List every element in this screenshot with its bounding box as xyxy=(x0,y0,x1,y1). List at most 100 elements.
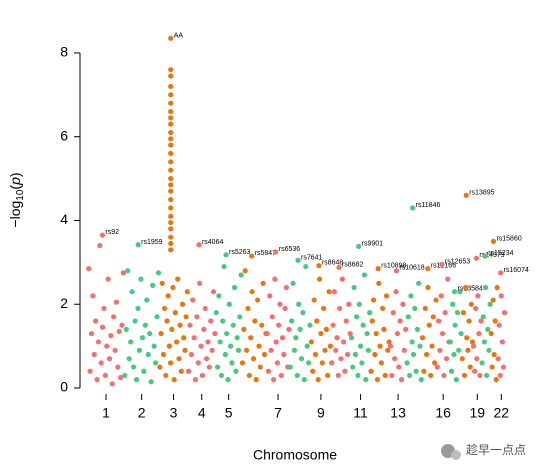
snp-point xyxy=(164,318,170,324)
snp-point xyxy=(214,364,221,370)
snp-point xyxy=(311,297,317,303)
snp-point xyxy=(115,364,121,370)
snp-point xyxy=(221,263,227,270)
snp-point xyxy=(294,372,300,379)
hit-point xyxy=(375,266,381,272)
snp-point xyxy=(439,330,446,337)
snp-point xyxy=(94,377,100,383)
watermark: 趁早一点点 xyxy=(466,443,526,457)
snp-point xyxy=(260,280,266,286)
snp-point xyxy=(443,356,450,362)
snp-point xyxy=(168,83,174,90)
snp-point xyxy=(494,284,500,291)
hit-point xyxy=(463,192,469,198)
snp-point xyxy=(454,310,461,316)
snp-point xyxy=(452,322,458,328)
snp-point xyxy=(469,339,476,345)
snp-point xyxy=(450,301,456,307)
snp-point xyxy=(403,326,409,332)
snp-point xyxy=(428,372,434,379)
snp-point xyxy=(383,293,390,299)
snp-point xyxy=(160,351,167,358)
snp-point xyxy=(296,301,302,307)
snp-point xyxy=(168,115,174,121)
snp-point xyxy=(436,318,442,324)
hit-label: rs6536 xyxy=(279,246,301,253)
hit-label: rs8648 xyxy=(322,260,344,267)
snp-point xyxy=(201,326,207,332)
snp-point xyxy=(466,318,472,324)
hit-point xyxy=(497,270,504,276)
snp-point xyxy=(394,330,400,337)
snp-point xyxy=(434,364,440,370)
snp-point xyxy=(229,360,235,366)
snp-point xyxy=(168,234,174,240)
snp-point xyxy=(168,182,174,188)
snp-point xyxy=(481,339,487,345)
snp-point xyxy=(426,322,432,328)
snp-point xyxy=(335,372,341,379)
snp-point xyxy=(458,330,464,337)
snp-point xyxy=(464,335,470,341)
snp-point xyxy=(169,326,175,332)
snp-point xyxy=(290,280,296,286)
snp-point xyxy=(437,347,443,353)
snp-point xyxy=(231,284,238,291)
snp-point xyxy=(102,372,108,379)
hit-label: rs15234 xyxy=(488,250,513,257)
x-tick-label: 16 xyxy=(435,405,451,421)
snp-point xyxy=(141,368,147,374)
snp-point xyxy=(138,276,144,282)
snp-point xyxy=(346,301,352,307)
hit-label: rs15860 xyxy=(496,235,521,242)
snp-point xyxy=(119,322,125,328)
snp-point xyxy=(396,364,402,370)
snp-point xyxy=(304,343,310,349)
snp-point xyxy=(168,247,174,253)
snp-point xyxy=(468,301,474,307)
snp-point xyxy=(101,305,107,312)
snp-point xyxy=(259,322,265,328)
snp-point xyxy=(377,343,383,349)
snp-point xyxy=(120,270,126,276)
snp-point xyxy=(168,108,174,115)
snp-point xyxy=(209,347,215,353)
snp-point xyxy=(327,343,334,349)
snp-point xyxy=(182,347,188,353)
snp-point xyxy=(475,293,481,299)
snp-point xyxy=(181,335,187,341)
snp-point xyxy=(372,351,378,358)
snp-point xyxy=(432,360,438,366)
snp-point xyxy=(314,318,320,324)
snp-point xyxy=(243,347,250,353)
y-label-part: −log xyxy=(7,201,23,228)
snp-point xyxy=(340,339,347,345)
snp-point xyxy=(318,330,324,337)
snp-point xyxy=(479,360,485,366)
snp-point xyxy=(187,322,193,328)
hit-label: rs12653 xyxy=(445,258,470,265)
snp-point xyxy=(500,364,507,370)
snp-point xyxy=(112,347,118,353)
snp-point xyxy=(331,289,337,295)
snp-point xyxy=(287,364,293,370)
snp-point xyxy=(246,372,252,379)
hit-label: rs13895 xyxy=(469,189,494,196)
snp-point xyxy=(323,326,329,332)
snp-point xyxy=(488,330,494,337)
hit-point xyxy=(249,253,255,259)
snp-point xyxy=(198,343,204,349)
y-tick-label: 4 xyxy=(60,211,68,227)
snp-point xyxy=(159,280,165,286)
x-tick-label: 2 xyxy=(138,405,146,421)
snp-point xyxy=(145,351,151,358)
snp-point xyxy=(279,335,286,341)
snp-point xyxy=(91,351,97,358)
snp-point xyxy=(338,356,344,362)
snp-point xyxy=(501,310,508,316)
snp-point xyxy=(365,347,371,353)
snp-point xyxy=(139,335,145,341)
snp-point xyxy=(154,314,160,320)
snp-point xyxy=(261,351,268,358)
snp-point xyxy=(416,280,422,286)
